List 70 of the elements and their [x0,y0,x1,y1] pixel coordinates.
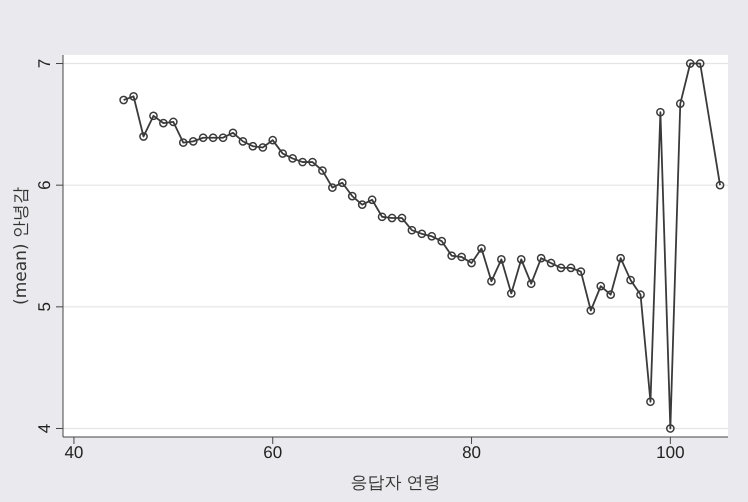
point [586,306,596,315]
point [477,244,486,253]
point [378,212,386,222]
point [417,229,426,238]
x-tick-label: 80 [462,443,482,462]
point [368,195,376,204]
point [238,137,248,146]
point [716,180,724,190]
point [556,264,566,272]
point [298,158,307,166]
x-tick-label: 40 [64,443,84,462]
point [536,254,546,263]
point [208,133,218,142]
y-tick-label: 7 [35,58,54,68]
point [159,118,168,128]
point [636,290,645,300]
x-axis-title: 응답자 연령 [350,473,441,493]
point [348,192,357,200]
y-tick-label: 6 [35,180,54,190]
point [676,99,685,108]
point [168,118,178,126]
point [258,143,268,152]
point [696,59,705,68]
point [686,59,695,68]
point [606,290,616,300]
point [546,258,556,268]
x-tick-label: 100 [656,443,685,462]
point [218,133,228,142]
point [516,255,526,264]
point [139,132,148,141]
point [506,289,516,298]
point [427,232,436,241]
y-tick-label: 4 [35,424,54,434]
point [576,267,586,276]
point [358,200,367,209]
point [228,128,238,138]
point [457,252,466,262]
point [626,276,635,284]
point [278,149,288,158]
point [338,178,347,188]
point [198,133,208,142]
point [318,166,327,175]
y-tick-label: 5 [35,302,54,312]
point [656,108,665,117]
point [497,255,506,264]
point [288,154,297,163]
point [596,282,606,290]
point [526,279,536,288]
point [566,264,576,272]
point [178,138,188,147]
point [646,397,655,406]
point [328,183,337,192]
point [149,111,158,120]
point [447,251,456,260]
point [467,258,476,268]
point [308,158,317,166]
y-axis-title: (mean) 안녕감 [11,187,32,305]
point [437,236,446,246]
point [188,137,198,146]
point [487,276,496,286]
point [129,92,138,101]
point [268,136,278,145]
point [666,424,675,433]
x-tick-label: 60 [263,443,282,462]
point [616,254,625,263]
point [398,214,406,222]
point [248,142,258,151]
point [388,214,396,222]
point [119,96,128,104]
point [408,226,416,235]
